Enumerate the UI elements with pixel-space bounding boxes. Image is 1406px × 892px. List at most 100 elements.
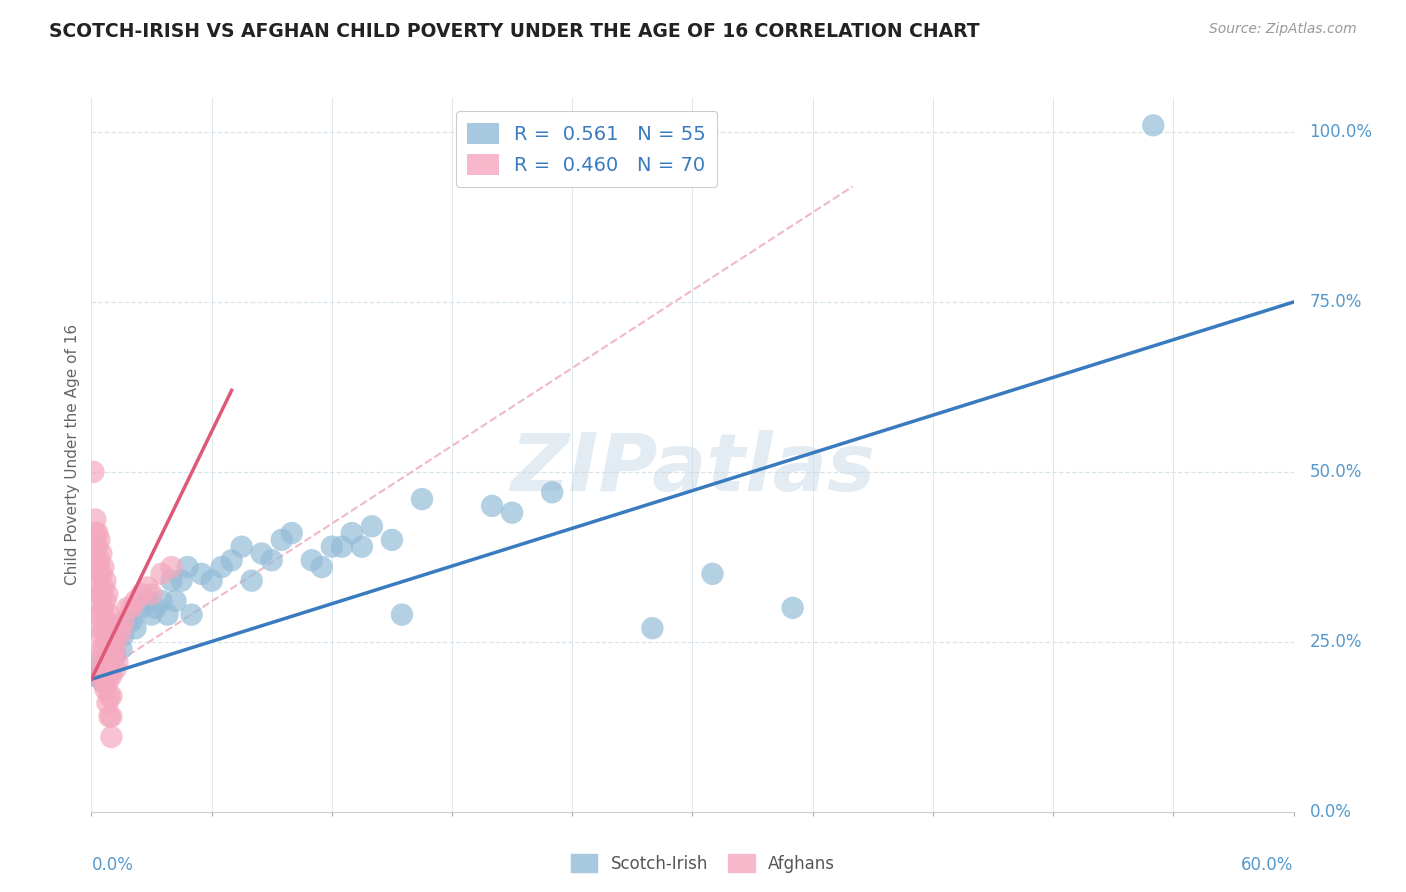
Point bbox=[231, 540, 253, 554]
Text: 75.0%: 75.0% bbox=[1309, 293, 1362, 311]
Point bbox=[104, 648, 127, 663]
Text: 60.0%: 60.0% bbox=[1241, 856, 1294, 874]
Point bbox=[89, 533, 111, 547]
Point bbox=[86, 581, 108, 595]
Point bbox=[176, 560, 198, 574]
Point bbox=[96, 655, 118, 669]
Point bbox=[145, 600, 167, 615]
Point bbox=[98, 607, 121, 622]
Point bbox=[89, 566, 111, 581]
Legend: Scotch-Irish, Afghans: Scotch-Irish, Afghans bbox=[564, 847, 842, 880]
Point bbox=[90, 628, 112, 642]
Point bbox=[96, 655, 118, 669]
Text: 0.0%: 0.0% bbox=[1309, 803, 1351, 821]
Point bbox=[100, 648, 122, 663]
Point bbox=[90, 669, 112, 683]
Point bbox=[89, 662, 111, 676]
Point bbox=[250, 546, 273, 560]
Point bbox=[90, 669, 112, 683]
Point bbox=[100, 709, 122, 723]
Point bbox=[84, 669, 107, 683]
Point bbox=[82, 669, 104, 683]
Point bbox=[89, 553, 111, 567]
Text: ZIPatlas: ZIPatlas bbox=[510, 430, 875, 508]
Point bbox=[94, 662, 117, 676]
Point bbox=[112, 628, 135, 642]
Point bbox=[131, 587, 153, 601]
Point bbox=[330, 540, 353, 554]
Point bbox=[90, 607, 112, 622]
Point bbox=[136, 594, 159, 608]
Point bbox=[96, 675, 118, 690]
Point bbox=[100, 669, 122, 683]
Point bbox=[411, 492, 433, 507]
Point bbox=[156, 607, 179, 622]
Point bbox=[340, 526, 363, 541]
Point bbox=[98, 648, 121, 663]
Point bbox=[96, 635, 118, 649]
Point bbox=[94, 574, 117, 588]
Point bbox=[94, 621, 117, 635]
Point bbox=[541, 485, 564, 500]
Text: SCOTCH-IRISH VS AFGHAN CHILD POVERTY UNDER THE AGE OF 16 CORRELATION CHART: SCOTCH-IRISH VS AFGHAN CHILD POVERTY UND… bbox=[49, 22, 980, 41]
Point bbox=[98, 709, 121, 723]
Point bbox=[501, 506, 523, 520]
Point bbox=[84, 512, 107, 526]
Point bbox=[93, 581, 115, 595]
Point bbox=[108, 628, 131, 642]
Point bbox=[98, 689, 121, 703]
Point bbox=[121, 600, 143, 615]
Point bbox=[201, 574, 224, 588]
Point bbox=[481, 499, 503, 513]
Point bbox=[86, 655, 108, 669]
Point bbox=[94, 655, 117, 669]
Point bbox=[90, 566, 112, 581]
Point bbox=[360, 519, 382, 533]
Text: 50.0%: 50.0% bbox=[1309, 463, 1362, 481]
Point bbox=[321, 540, 343, 554]
Point bbox=[124, 621, 146, 635]
Point bbox=[240, 574, 263, 588]
Point bbox=[121, 615, 143, 629]
Point bbox=[94, 641, 117, 656]
Point bbox=[160, 574, 183, 588]
Point bbox=[98, 669, 121, 683]
Text: Source: ZipAtlas.com: Source: ZipAtlas.com bbox=[1209, 22, 1357, 37]
Point bbox=[150, 594, 173, 608]
Point bbox=[89, 587, 111, 601]
Point bbox=[93, 600, 115, 615]
Point bbox=[86, 560, 108, 574]
Point bbox=[104, 662, 127, 676]
Point bbox=[86, 526, 108, 541]
Point bbox=[100, 730, 122, 744]
Point bbox=[136, 581, 159, 595]
Point bbox=[89, 607, 111, 622]
Point bbox=[93, 641, 115, 656]
Point bbox=[93, 621, 115, 635]
Point bbox=[96, 696, 118, 710]
Point bbox=[211, 560, 233, 574]
Point bbox=[281, 526, 304, 541]
Point bbox=[221, 553, 243, 567]
Point bbox=[82, 465, 104, 479]
Point bbox=[180, 607, 202, 622]
Point bbox=[124, 594, 146, 608]
Point bbox=[301, 553, 323, 567]
Point bbox=[93, 675, 115, 690]
Point bbox=[90, 546, 112, 560]
Point bbox=[90, 587, 112, 601]
Point bbox=[84, 553, 107, 567]
Point bbox=[782, 600, 804, 615]
Point bbox=[131, 600, 153, 615]
Legend: R =  0.561   N = 55, R =  0.460   N = 70: R = 0.561 N = 55, R = 0.460 N = 70 bbox=[456, 112, 717, 186]
Point bbox=[150, 566, 173, 581]
Point bbox=[141, 607, 163, 622]
Point bbox=[84, 526, 107, 541]
Point bbox=[107, 655, 129, 669]
Point bbox=[350, 540, 373, 554]
Point bbox=[93, 662, 115, 676]
Point bbox=[311, 560, 333, 574]
Point bbox=[90, 655, 112, 669]
Point bbox=[110, 621, 132, 635]
Point bbox=[165, 594, 187, 608]
